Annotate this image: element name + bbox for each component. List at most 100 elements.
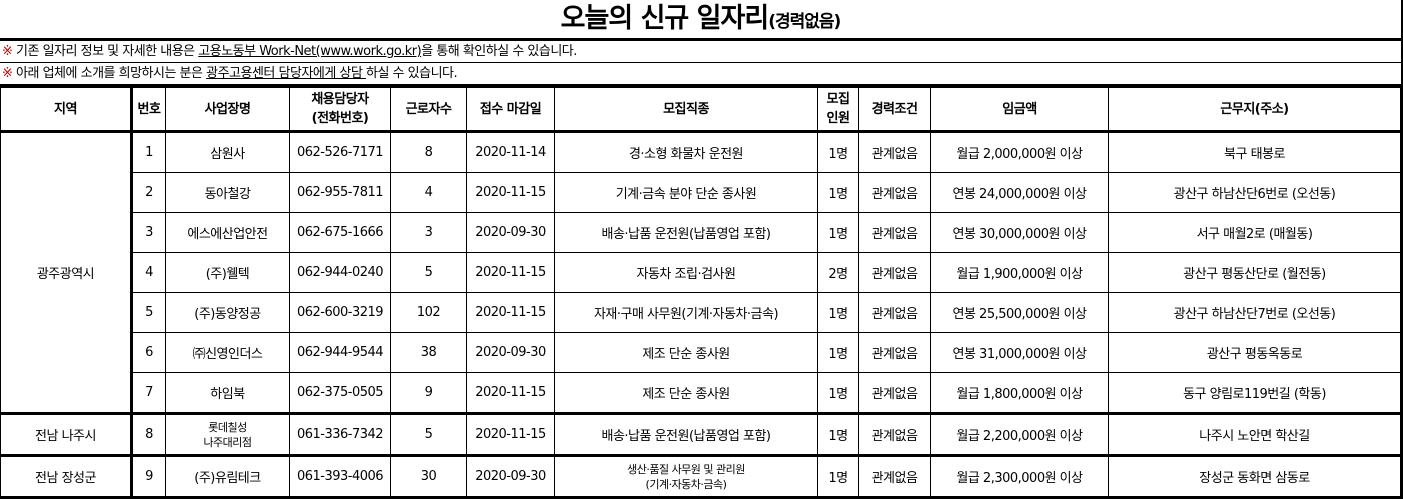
cell-wage: 연봉 31,000,000원 이상 bbox=[930, 332, 1109, 373]
header-openings: 모집 인원 bbox=[817, 87, 859, 133]
cell-experience: 관계없음 bbox=[858, 332, 931, 373]
cell-experience: 관계없음 bbox=[858, 455, 931, 499]
cell-employees: 8 bbox=[390, 131, 467, 173]
title-main: 오늘의 신규 일자리 bbox=[560, 3, 770, 34]
cell-employees: 5 bbox=[390, 252, 467, 293]
header-employees: 근로자수 bbox=[390, 87, 467, 133]
cell-openings: 1명 bbox=[817, 172, 859, 213]
cell-deadline: 2020-09-30 bbox=[466, 212, 555, 253]
cell-openings: 1명 bbox=[817, 332, 859, 373]
cell-contact: 062-526-7171 bbox=[289, 131, 391, 173]
cell-number: 6 bbox=[131, 332, 166, 373]
cell-wage: 월급 1,800,000원 이상 bbox=[930, 372, 1109, 415]
cell-openings: 1명 bbox=[817, 212, 859, 253]
header-number: 번호 bbox=[131, 87, 166, 133]
table-row: 전남 장성군 9 (주)유림테크 061-393-4006 30 2020-09-30 생산… bbox=[0, 455, 1401, 499]
cell-experience: 관계없음 bbox=[858, 131, 931, 173]
cell-employees: 30 bbox=[390, 455, 467, 499]
cell-wage: 월급 2,000,000원 이상 bbox=[930, 131, 1109, 173]
notice-text: 기존 일자리 정보 및 자세한 내용은 bbox=[12, 44, 199, 59]
cell-employees: 9 bbox=[390, 372, 467, 415]
cell-experience: 관계없음 bbox=[858, 292, 931, 333]
region-cell: 전남 나주시 bbox=[0, 413, 133, 457]
table-row: 5 (주)동양정공 062-600-3219 102 2020-11-15 자재·구매 사… bbox=[1, 292, 1401, 333]
region-cell: 전남 장성군 bbox=[0, 455, 133, 499]
cell-contact: 061-393-4006 bbox=[289, 455, 391, 499]
header-experience: 경력조건 bbox=[858, 87, 931, 133]
table-row: 2 동아철강 062-955-7811 4 2020-11-15 기계·금속 분야 단순 … bbox=[1, 172, 1401, 213]
notice-mark: ※ bbox=[2, 44, 13, 59]
cell-experience: 관계없음 bbox=[858, 252, 931, 293]
cell-number: 7 bbox=[131, 372, 166, 415]
cell-occupation: 경·소형 화물차 운전원 bbox=[554, 131, 818, 173]
cell-company: (주)유림테크 bbox=[165, 455, 290, 499]
cell-location: 광산구 하남산단6번로 (오선동) bbox=[1108, 172, 1401, 213]
page-title: 오늘의 신규 일자리(경력없음) bbox=[0, 0, 1401, 41]
cell-company: 삼원사 bbox=[165, 131, 290, 173]
cell-company: 롯데칠성 나주대리점 bbox=[165, 413, 290, 457]
cell-location: 광산구 하남산단7번로 (오선동) bbox=[1108, 292, 1401, 333]
jobs-table: 지역 번호 사업장명 채용담당자 (전화번호) 근로자수 접수 마감일 모집직종 모집 인원 경… bbox=[0, 87, 1401, 499]
cell-location: 서구 매월2로 (매월동) bbox=[1108, 212, 1401, 253]
cell-company: 동아철강 bbox=[165, 172, 290, 213]
cell-number: 4 bbox=[131, 252, 166, 293]
cell-contact: 062-675-1666 bbox=[289, 212, 391, 253]
cell-occupation: 제조 단순 종사원 bbox=[554, 372, 818, 415]
cell-employees: 38 bbox=[390, 332, 467, 373]
cell-contact: 062-600-3219 bbox=[289, 292, 391, 333]
cell-contact: 062-955-7811 bbox=[289, 172, 391, 213]
cell-number: 8 bbox=[131, 413, 166, 457]
cell-employees: 5 bbox=[390, 413, 467, 457]
cell-location: 광산구 평동산단로 (월전동) bbox=[1108, 252, 1401, 293]
cell-location: 동구 양림로119번길 (학동) bbox=[1108, 372, 1401, 415]
cell-occupation: 생산·품질 사무원 및 관리원 (기계·자동차·금속) bbox=[554, 455, 818, 499]
cell-location: 광산구 평동옥동로 bbox=[1108, 332, 1401, 373]
table-row: 광주광역시 1 삼원사 062-526-7171 8 2020-11-14 경·소형 화물차… bbox=[0, 131, 1401, 415]
cell-employees: 3 bbox=[390, 212, 467, 253]
cell-wage: 연봉 25,500,000원 이상 bbox=[930, 292, 1109, 333]
cell-occupation: 배송·납품 운전원(납품영업 포함) bbox=[554, 413, 818, 457]
table-row: 3 에스에산업안전 062-675-1666 3 2020-09-30 배송·납품 운전원… bbox=[1, 212, 1401, 253]
cell-deadline: 2020-11-15 bbox=[466, 292, 555, 333]
cell-deadline: 2020-11-15 bbox=[466, 372, 555, 415]
notice-1: ※ 기존 일자리 정보 및 자세한 내용은 고용노동부 Work-Net(www… bbox=[0, 41, 1401, 63]
cell-openings: 1명 bbox=[817, 292, 859, 333]
cell-wage: 월급 2,300,000원 이상 bbox=[930, 455, 1109, 499]
cell-company: (주)웰텍 bbox=[165, 252, 290, 293]
cell-deadline: 2020-11-15 bbox=[466, 172, 555, 213]
header-company: 사업장명 bbox=[165, 87, 290, 133]
cell-contact: 061-336-7342 bbox=[289, 413, 391, 457]
cell-location: 장성군 동화면 삼동로 bbox=[1108, 455, 1401, 499]
cell-openings: 2명 bbox=[817, 252, 859, 293]
cell-openings: 1명 bbox=[817, 372, 859, 415]
cell-openings: 1명 bbox=[817, 413, 859, 457]
cell-number: 5 bbox=[131, 292, 166, 333]
header-occupation: 모집직종 bbox=[554, 87, 818, 133]
cell-location: 북구 태봉로 bbox=[1108, 131, 1401, 173]
cell-occupation: 자동차 조립·검사원 bbox=[554, 252, 818, 293]
cell-openings: 1명 bbox=[817, 455, 859, 499]
cell-experience: 관계없음 bbox=[858, 172, 931, 213]
cell-number: 2 bbox=[131, 172, 166, 213]
cell-deadline: 2020-09-30 bbox=[466, 332, 555, 373]
cell-occupation: 배송·납품 운전원(납품영업 포함) bbox=[554, 212, 818, 253]
cell-wage: 월급 1,900,000원 이상 bbox=[930, 252, 1109, 293]
cell-experience: 관계없음 bbox=[858, 212, 931, 253]
header-location: 근무지(주소) bbox=[1108, 87, 1401, 133]
header-deadline: 접수 마감일 bbox=[466, 87, 555, 133]
table-row: 4 (주)웰텍 062-944-0240 5 2020-11-15 자동차 조립·검사원 2… bbox=[1, 252, 1401, 293]
notice-mark: ※ bbox=[2, 66, 13, 81]
cell-number: 9 bbox=[131, 455, 166, 499]
cell-contact: 062-375-0505 bbox=[289, 372, 391, 415]
cell-deadline: 2020-11-14 bbox=[466, 131, 555, 173]
cell-contact: 062-944-9544 bbox=[289, 332, 391, 373]
header-contact: 채용담당자 (전화번호) bbox=[289, 87, 391, 133]
center-contact-link: 광주고용센터 담당자에게 상담 bbox=[206, 66, 366, 81]
cell-company: ㈜신영인더스 bbox=[165, 332, 290, 373]
cell-company: 하임북 bbox=[165, 372, 290, 415]
table-row: 전남 나주시 8 롯데칠성 나주대리점 061-336-7342 5 2020-11-15… bbox=[0, 413, 1401, 457]
cell-contact: 062-944-0240 bbox=[289, 252, 391, 293]
cell-occupation: 자재·구매 사무원(기계·자동차·금속) bbox=[554, 292, 818, 333]
worknet-link[interactable]: 고용노동부 Work-Net(www.work.go.kr) bbox=[198, 44, 422, 59]
